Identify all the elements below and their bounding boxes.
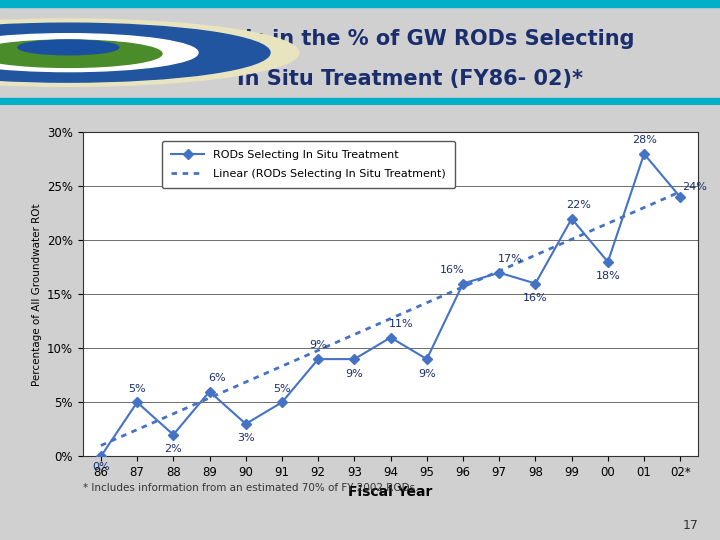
Circle shape bbox=[0, 19, 299, 86]
Text: 2%: 2% bbox=[164, 444, 182, 454]
Circle shape bbox=[18, 40, 119, 55]
Text: In Situ Treatment (FY86- 02)*: In Situ Treatment (FY86- 02)* bbox=[238, 69, 583, 89]
Bar bbox=[0, 0, 720, 8]
Text: 9%: 9% bbox=[346, 368, 364, 379]
Text: 6%: 6% bbox=[208, 373, 225, 383]
Text: 28%: 28% bbox=[631, 135, 657, 145]
Text: 22%: 22% bbox=[567, 200, 591, 210]
Text: 16%: 16% bbox=[523, 293, 548, 303]
Bar bbox=[0, 98, 720, 105]
Text: 3%: 3% bbox=[237, 433, 255, 443]
Text: 0%: 0% bbox=[92, 462, 109, 472]
Text: 18%: 18% bbox=[595, 271, 620, 281]
X-axis label: Fiscal Year: Fiscal Year bbox=[348, 484, 433, 498]
Text: 17%: 17% bbox=[498, 254, 523, 264]
Text: 9%: 9% bbox=[310, 340, 327, 350]
Text: 5%: 5% bbox=[273, 383, 291, 394]
Text: 11%: 11% bbox=[389, 319, 414, 329]
Text: 9%: 9% bbox=[418, 368, 436, 379]
Text: Trends in the % of GW RODs Selecting: Trends in the % of GW RODs Selecting bbox=[186, 29, 634, 49]
Text: 16%: 16% bbox=[440, 265, 464, 275]
Text: * Includes information from an estimated 70% of FY 2002 RODs.: * Includes information from an estimated… bbox=[83, 483, 418, 494]
Text: 5%: 5% bbox=[128, 383, 146, 394]
Legend: RODs Selecting In Situ Treatment, Linear (RODs Selecting In Situ Treatment): RODs Selecting In Situ Treatment, Linear… bbox=[162, 141, 455, 188]
Text: 24%: 24% bbox=[683, 181, 707, 192]
Circle shape bbox=[0, 40, 162, 68]
Y-axis label: Percentage of All Groundwater ROt: Percentage of All Groundwater ROt bbox=[32, 203, 42, 386]
Circle shape bbox=[0, 23, 270, 82]
Text: 17: 17 bbox=[683, 519, 698, 532]
Circle shape bbox=[0, 33, 198, 72]
